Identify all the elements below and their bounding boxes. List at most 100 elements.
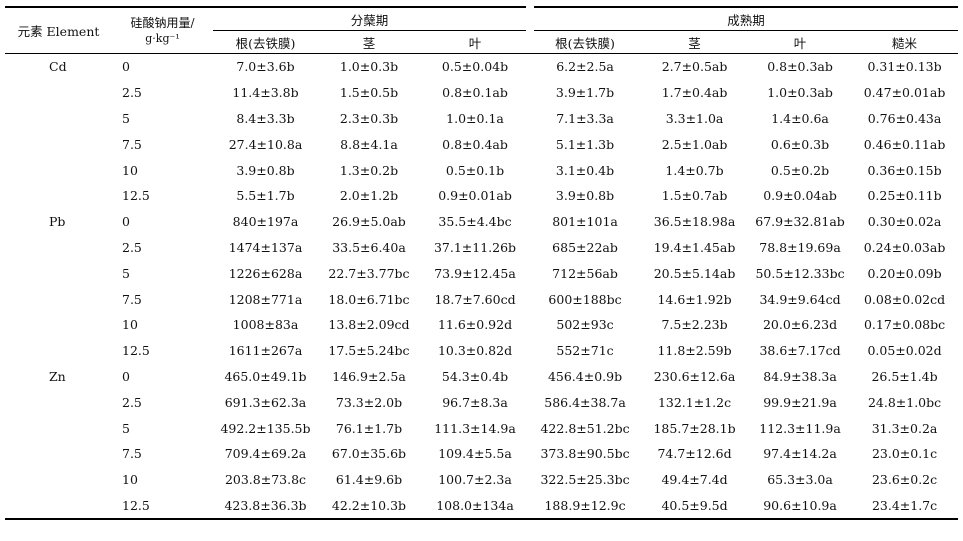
value-cell: 0.5±0.04b <box>441 59 509 75</box>
dose-cell: 7.5 <box>122 136 142 152</box>
subheader-stem-2: 茎 <box>640 30 750 54</box>
subheader-root-1: 根(去铁膜) <box>213 30 318 54</box>
value-cell: 0.46±0.11ab <box>863 136 946 152</box>
value-cell: 0.36±0.15b <box>867 162 942 178</box>
value-cell: 24.8±1.0bc <box>867 394 942 410</box>
dose-cell: 7.5 <box>122 291 142 307</box>
value-cell: 0.8±0.1ab <box>442 85 508 101</box>
dose-column-header: 硅酸钠用量/ g·kg⁻¹ <box>112 7 213 54</box>
value-cell: 10.3±0.82d <box>437 343 513 359</box>
element-cell <box>5 106 112 132</box>
value-cell: 0.25±0.11b <box>867 188 942 204</box>
value-cell: 27.4±10.8a <box>228 136 303 152</box>
dose-cell: 10 <box>122 162 138 178</box>
value-cell: 3.3±1.0a <box>665 110 724 126</box>
value-cell: 373.8±90.5bc <box>540 446 630 462</box>
value-cell: 54.3±0.4b <box>441 368 509 384</box>
value-cell: 67.9±32.81ab <box>755 214 845 230</box>
value-cell: 0.5±0.1b <box>445 162 505 178</box>
value-cell: 456.4±0.9b <box>547 368 623 384</box>
element-cell <box>5 467 112 493</box>
element-cell <box>5 260 112 286</box>
value-cell: 74.7±12.6d <box>657 446 732 462</box>
value-cell: 33.5±6.40a <box>332 239 406 255</box>
dose-cell: 5 <box>122 420 130 436</box>
value-cell: 1208±771a <box>228 291 303 307</box>
value-cell: 0.5±0.2b <box>770 162 830 178</box>
value-cell: 11.6±0.92d <box>437 317 513 333</box>
value-cell: 90.6±10.9a <box>763 497 837 513</box>
dose-header-unit: g·kg⁻¹ <box>145 31 180 45</box>
value-cell: 11.4±3.8b <box>232 85 299 101</box>
value-cell: 67.0±35.6b <box>331 446 407 462</box>
value-cell: 20.0±6.23d <box>762 317 838 333</box>
dose-cell: 5 <box>122 110 130 126</box>
group-header-tillering: 分蘖期 <box>213 7 531 31</box>
data-table: 元素 Element 硅酸钠用量/ g·kg⁻¹ 分蘖期 成熟期 根(去铁膜) … <box>5 6 959 521</box>
value-cell: 1008±83a <box>232 317 299 333</box>
value-cell: 36.5±18.98a <box>653 214 736 230</box>
value-cell: 1.4±0.7b <box>665 162 724 178</box>
value-cell: 100.7±2.3a <box>438 472 512 488</box>
element-cell <box>5 312 112 338</box>
table-row: Cd 0 7.0±3.6b 1.0±0.3b 0.5±0.04b 6.2±2.5a 2.7±… <box>5 54 958 80</box>
table-body: Cd 0 7.0±3.6b 1.0±0.3b 0.5±0.04b 6.2±2.5a 2.7±… <box>5 54 958 520</box>
value-cell: 84.9±38.3a <box>763 368 837 384</box>
value-cell: 96.7±8.3a <box>442 394 508 410</box>
value-cell: 552±71c <box>556 343 614 359</box>
value-cell: 1.5±0.5b <box>339 85 399 101</box>
table-row: 5 8.4±3.3b 2.3±0.3b 1.0±0.1a 7.1±3.3a 3.3±1.0… <box>5 106 958 132</box>
value-cell: 0.8±0.4ab <box>442 136 508 152</box>
table-row: 2.5 11.4±3.8b 1.5±0.5b 0.8±0.1ab 3.9±1.7b 1.7… <box>5 80 958 106</box>
data-table-container: 元素 Element 硅酸钠用量/ g·kg⁻¹ 分蘖期 成熟期 根(去铁膜) … <box>5 6 959 521</box>
table-row: 10 1008±83a 13.8±2.09cd 11.6±0.92d 502±93c 7.… <box>5 312 958 338</box>
value-cell: 22.7±3.77bc <box>328 265 410 281</box>
value-cell: 73.9±12.45a <box>434 265 516 281</box>
table-row: 5 492.2±135.5b 76.1±1.7b 111.3±14.9a 422.8±5… <box>5 415 958 441</box>
table-row: 12.5 1611±267a 17.5±5.24bc 10.3±0.82d 552±71… <box>5 338 958 364</box>
value-cell: 0.9±0.04ab <box>763 188 837 204</box>
value-cell: 20.5±5.14ab <box>653 265 736 281</box>
value-cell: 108.0±134a <box>436 497 514 513</box>
element-cell <box>5 286 112 312</box>
table-row: 10 203.8±73.8c 61.4±9.6b 100.7±2.3a 322.5±25… <box>5 467 958 493</box>
value-cell: 0.6±0.3b <box>770 136 830 152</box>
table-row: 5 1226±628a 22.7±3.77bc 73.9±12.45a 712±56ab… <box>5 260 958 286</box>
group-header-maturity: 成熟期 <box>526 7 959 31</box>
value-cell: 1.0±0.1a <box>446 110 504 126</box>
value-cell: 1.4±0.6a <box>771 110 829 126</box>
table-row: 7.5 709.4±69.2a 67.0±35.6b 109.4±5.5a 373.8±… <box>5 441 958 467</box>
value-cell: 6.2±2.5a <box>556 59 614 75</box>
value-cell: 423.8±36.3b <box>224 497 307 513</box>
element-cell <box>5 80 112 106</box>
value-cell: 2.0±1.2b <box>339 188 399 204</box>
element-cell: Zn <box>49 368 66 384</box>
value-cell: 13.8±2.09cd <box>328 317 410 333</box>
value-cell: 801±101a <box>552 214 618 230</box>
subheader-leaf-2: 叶 <box>749 30 852 54</box>
element-cell <box>5 389 112 415</box>
value-cell: 61.4±9.6b <box>335 472 403 488</box>
table-row: 2.5 1474±137a 33.5±6.40a 37.1±11.26b 685±22a… <box>5 235 958 261</box>
value-cell: 42.2±10.3b <box>331 497 407 513</box>
dose-cell: 10 <box>122 472 138 488</box>
value-cell: 26.9±5.0ab <box>332 214 406 230</box>
value-cell: 40.5±9.5d <box>661 497 728 513</box>
value-cell: 1.3±0.2b <box>339 162 399 178</box>
value-cell: 0.9±0.01ab <box>438 188 512 204</box>
value-cell: 685±22ab <box>552 239 618 255</box>
value-cell: 18.0±6.71bc <box>328 291 410 307</box>
dose-cell: 2.5 <box>122 85 142 101</box>
value-cell: 35.5±4.4bc <box>438 214 512 230</box>
table-row: 7.5 27.4±10.8a 8.8±4.1a 0.8±0.4ab 5.1±1.3b 2.… <box>5 131 958 157</box>
table-row: Zn 0 465.0±49.1b 146.9±2.5a 54.3±0.4b 456.4±0… <box>5 364 958 390</box>
value-cell: 78.8±19.69a <box>759 239 841 255</box>
dose-cell: 2.5 <box>122 239 142 255</box>
table-row: 12.5 423.8±36.3b 42.2±10.3b 108.0±134a 188.9… <box>5 493 958 520</box>
value-cell: 2.5±1.0ab <box>661 136 728 152</box>
value-cell: 0.31±0.13b <box>867 59 942 75</box>
value-cell: 840±197a <box>232 214 299 230</box>
value-cell: 7.1±3.3a <box>556 110 614 126</box>
value-cell: 23.6±0.2c <box>871 472 938 488</box>
dose-cell: 0 <box>122 368 130 384</box>
